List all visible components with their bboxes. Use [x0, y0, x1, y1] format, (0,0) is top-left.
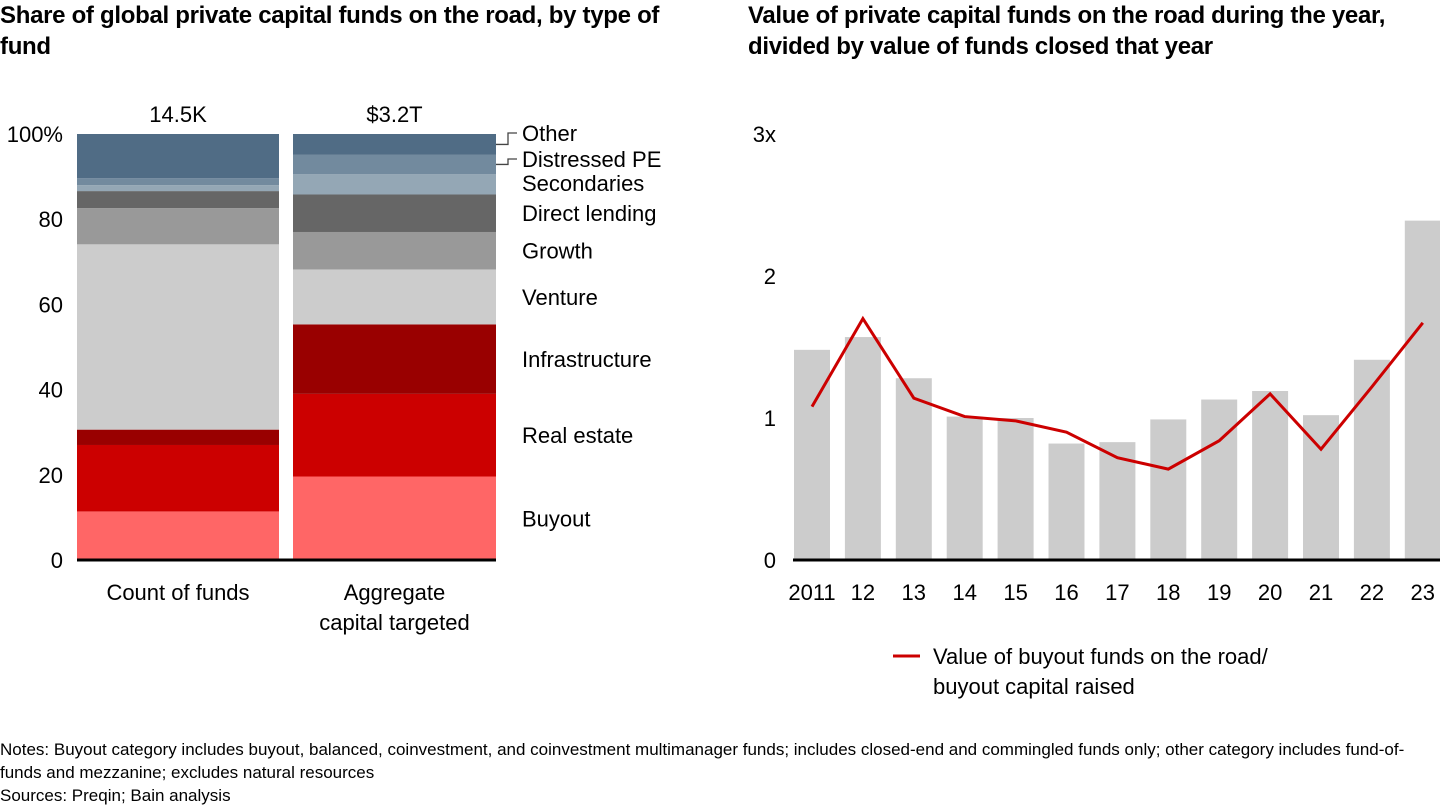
bar [1404, 220, 1440, 560]
y-tick-label: 20 [39, 463, 63, 488]
x-category-label: Aggregate [344, 580, 446, 605]
bar [1353, 359, 1390, 560]
x-tick-label: 12 [851, 580, 875, 605]
bar-segment-distressed-pe [293, 154, 496, 175]
bar-segment-other [77, 134, 279, 179]
bar-total-label: $3.2T [366, 102, 422, 127]
bar-segment-real-estate [293, 393, 496, 477]
bar-segment-venture [77, 244, 279, 430]
legend-label: buyout capital raised [933, 674, 1135, 699]
bar-segment-venture [293, 269, 496, 325]
y-tick-label: 2 [764, 264, 776, 289]
x-tick-label: 14 [952, 580, 976, 605]
bar [1252, 391, 1289, 560]
y-tick-label: 0 [51, 548, 63, 573]
x-tick-label: 19 [1207, 580, 1231, 605]
legend-connector-other [496, 132, 517, 146]
x-tick-label: 2011 [788, 580, 835, 605]
notes-block: Notes: Buyout category includes buyout, … [0, 738, 1440, 807]
x-tick-label: 21 [1309, 580, 1333, 605]
legend-label-growth: Growth [522, 239, 593, 264]
sources-text: Sources: Preqin; Bain analysis [0, 786, 231, 805]
bar [997, 418, 1034, 560]
legend-label-direct-lending: Direct lending [522, 201, 657, 226]
bar [1303, 415, 1339, 560]
y-tick-label: 100% [7, 122, 63, 147]
x-tick-label: 15 [1003, 580, 1027, 605]
legend-label-buyout: Buyout [522, 506, 591, 531]
bar-segment-buyout [293, 476, 496, 560]
bar-segment-infrastructure [77, 429, 279, 445]
legend-label-secondaries: Secondaries [522, 171, 644, 196]
bar-segment-growth [77, 208, 279, 245]
bar [1201, 399, 1238, 560]
bar [946, 416, 983, 560]
legend-label-real-estate: Real estate [522, 423, 633, 448]
right-chart-title: Value of private capital funds on the ro… [748, 2, 1386, 60]
bar-segment-buyout [77, 511, 279, 560]
bar [1150, 419, 1187, 560]
x-tick-label: 20 [1258, 580, 1282, 605]
legend-label-other: Other [522, 121, 577, 146]
bar [1048, 443, 1085, 560]
x-tick-label: 17 [1105, 580, 1129, 605]
notes-text: Notes: Buyout category includes buyout, … [0, 740, 1405, 782]
bar [794, 349, 830, 560]
stacked-bar-chart: 0 20 40 60 80 100% 14.5K Count of funds $3.2T Agg… [7, 102, 662, 635]
x-tick-label: 23 [1411, 580, 1435, 605]
legend-label-venture: Venture [522, 285, 598, 310]
x-tick-label: 16 [1054, 580, 1078, 605]
x-category-label: Count of funds [106, 580, 249, 605]
x-tick-label: 18 [1156, 580, 1180, 605]
bar-segment-infrastructure [293, 324, 496, 394]
bar [895, 378, 932, 560]
bar-segment-direct-lending [293, 194, 496, 232]
x-category-label: capital targeted [319, 610, 469, 635]
y-tick-label: 3x [753, 122, 776, 147]
y-tick-label: 60 [39, 292, 63, 317]
legend-label: Value of buyout funds on the road/ [933, 644, 1269, 669]
x-tick-label: 13 [902, 580, 926, 605]
y-tick-label: 0 [764, 548, 776, 573]
bar-segment-secondaries [293, 174, 496, 195]
bar-segment-real-estate [77, 444, 279, 512]
y-tick-label: 80 [39, 207, 63, 232]
legend-connector-distressed-pe [496, 158, 517, 166]
bar-segment-direct-lending [77, 191, 279, 209]
left-chart-title: Share of global private capital funds on… [0, 2, 660, 60]
bar-segment-secondaries [77, 185, 279, 192]
bar-segment-other [293, 134, 496, 155]
bar [844, 337, 881, 560]
legend-label-infrastructure: Infrastructure [522, 347, 652, 372]
x-tick-label: 22 [1360, 580, 1384, 605]
y-tick-label: 40 [39, 378, 63, 403]
bar-total-label: 14.5K [149, 102, 207, 127]
bar-segment-distressed-pe [77, 178, 279, 186]
legend-label-distressed-pe: Distressed PE [522, 147, 661, 172]
bar-segment-growth [293, 231, 496, 270]
y-tick-label: 1 [764, 406, 776, 431]
